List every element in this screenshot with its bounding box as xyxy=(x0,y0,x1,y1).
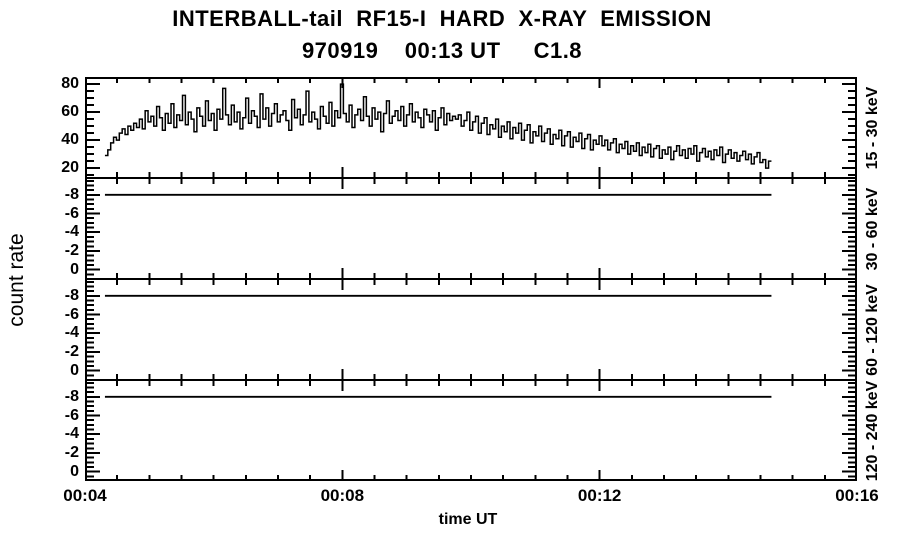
y-tick-label: -8 xyxy=(64,387,79,405)
y-tick-label: -4 xyxy=(64,223,79,241)
y-tick-label: -6 xyxy=(64,204,79,222)
x-tick-label: 00:04 xyxy=(63,486,107,505)
y-tick-label: 40 xyxy=(61,131,79,149)
y-tick-label: -8 xyxy=(64,185,79,203)
y-tick-label: 80 xyxy=(61,75,79,93)
energy-band-label-text: 60 - 120 keV xyxy=(864,283,881,376)
y-tick-label: -2 xyxy=(64,241,79,259)
y-tick-label: -6 xyxy=(64,406,79,424)
y-tick-label: -4 xyxy=(64,324,79,342)
chart-subtitle: 970919 00:13 UT C1.8 xyxy=(301,38,583,63)
y-tick-label: -2 xyxy=(64,443,79,461)
x-tick-label: 00:12 xyxy=(577,486,622,505)
y-tick-label: -8 xyxy=(64,286,79,304)
y-tick-label: 60 xyxy=(61,103,79,121)
y-tick-label: 20 xyxy=(61,159,79,177)
y-tick-label: 0 xyxy=(70,361,79,379)
y-tick-label: 0 xyxy=(70,462,79,480)
plot-area xyxy=(85,77,857,481)
y-tick-label: -6 xyxy=(64,305,79,323)
energy-band-label-text: 30 - 60 keV xyxy=(864,187,881,270)
x-tick-label: 00:16 xyxy=(835,486,879,505)
y-tick-label: 0 xyxy=(70,260,79,278)
chart-title: INTERBALL-tail RF15-I HARD X-RAY EMISSIO… xyxy=(172,6,712,31)
x-axis-label: time UT xyxy=(438,511,498,528)
energy-band-label-text: 120 - 240 keV xyxy=(864,380,881,481)
y-tick-label: -4 xyxy=(64,425,79,443)
x-tick-label: 00:08 xyxy=(320,486,365,505)
energy-band-label-text: 15 - 30 keV xyxy=(864,86,881,169)
data-series-15-30keV xyxy=(104,83,772,169)
y-axis-label-text: count rate xyxy=(5,233,28,327)
y-tick-label: -2 xyxy=(64,342,79,360)
